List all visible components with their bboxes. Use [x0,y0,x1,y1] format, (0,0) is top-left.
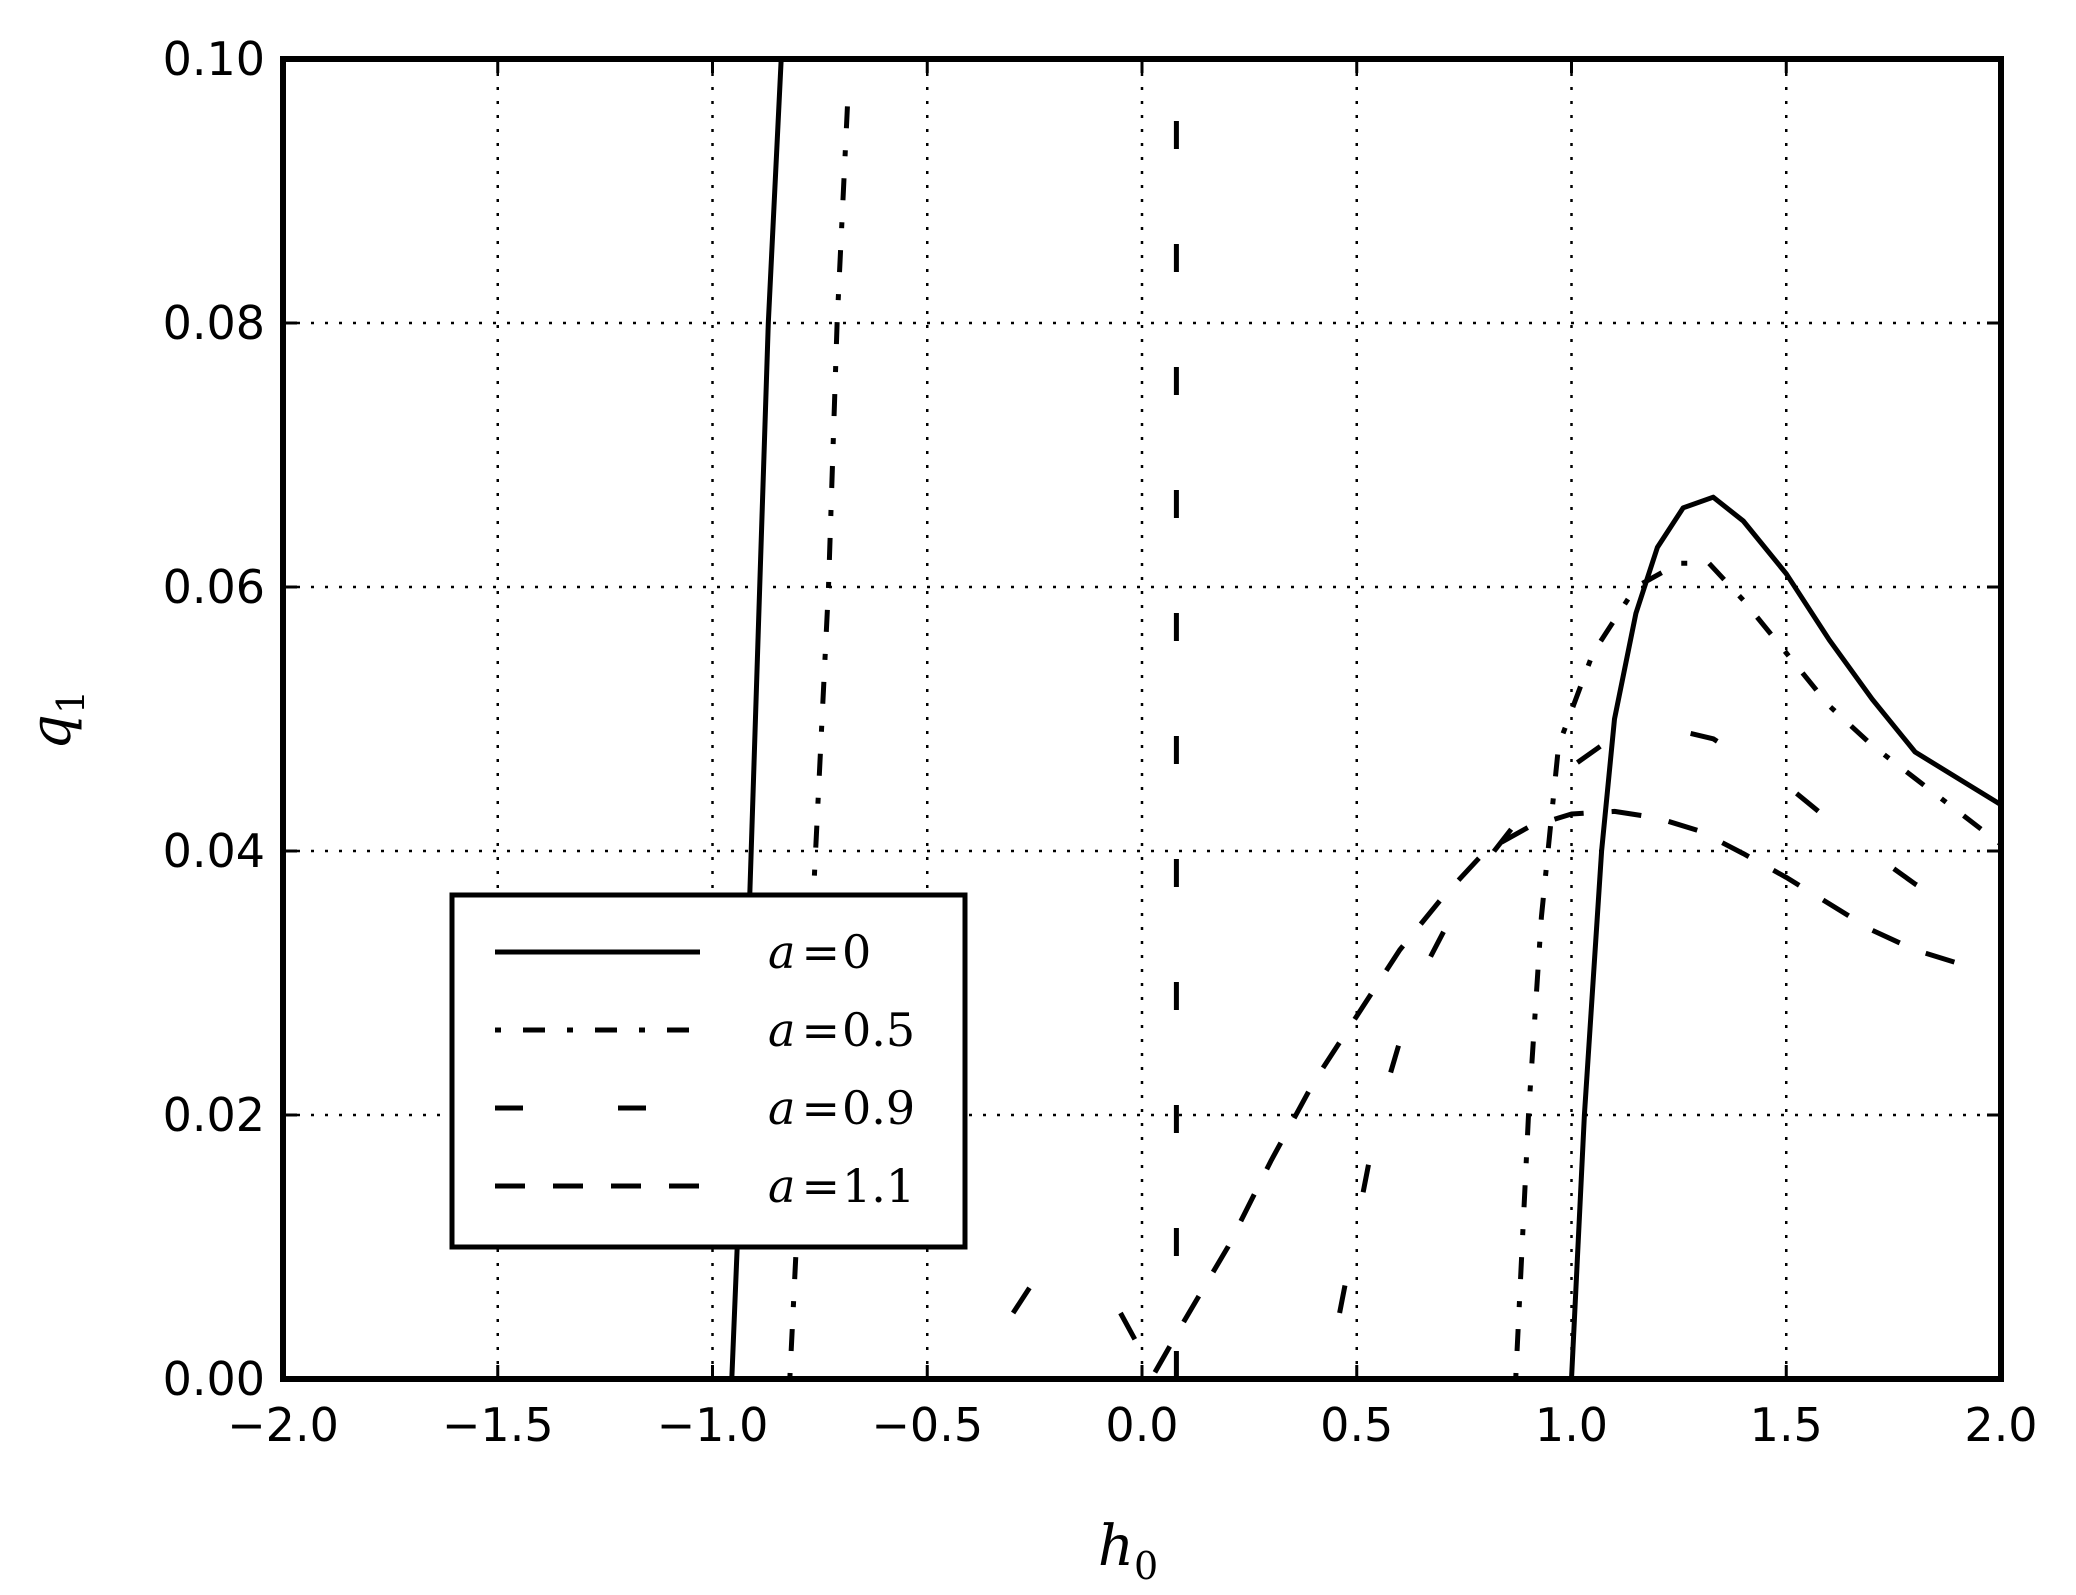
y-tick-label: 0.08 [163,296,265,350]
x-axis-label: h0 [1098,1514,1158,1588]
y-tick-label: 0.00 [163,1352,265,1406]
x-tick-label: 1.5 [1750,1398,1823,1452]
legend-equals: = [801,1159,840,1213]
series-line-4-segment-1 [1011,1278,1037,1315]
x-axis-label-main: h [1098,1514,1134,1579]
y-tick-labels: 0.00 0.02 0.04 0.06 0.08 0.10 [163,32,265,1406]
series-line-2-segment-2 [1513,560,2003,1380]
y-axis-label-main: q [19,714,84,750]
x-tick-labels: −2.0 −1.5 −1.0 −0.5 0.0 0.5 1.0 1.5 2.0 [227,1398,2037,1452]
legend-var: a [768,1159,795,1213]
series-line-4-segment-2 [1118,1311,1145,1354]
x-tick-label: 0.0 [1105,1398,1178,1452]
x-tick-label: −0.5 [871,1398,983,1452]
legend-var: a [768,1003,795,1057]
axis-ticks [281,57,2003,1381]
y-tick-label: 0.02 [163,1088,265,1142]
legend-equals: = [801,1081,840,1135]
y-tick-label: 0.10 [163,32,265,86]
legend-var: a [768,1081,795,1135]
legend-value: 0.9 [842,1081,915,1135]
x-tick-label: 0.5 [1320,1398,1393,1452]
series-line-1-segment-2 [1569,494,2003,1380]
legend-value: 0 [842,925,871,979]
y-tick-label: 0.06 [163,560,265,614]
y-tick-label: 0.04 [163,824,265,878]
legend-label-2: a =0.5 [768,1003,915,1057]
x-tick-label: 1.0 [1535,1398,1608,1452]
legend-label-4: a =1.1 [768,1159,915,1213]
legend-label-3: a =0.9 [768,1081,915,1135]
x-tick-label: −1.0 [657,1398,769,1452]
x-axis-label-sub: 0 [1134,1544,1158,1588]
legend-label-1: a =0 [768,925,871,979]
x-tick-label: 2.0 [1964,1398,2037,1452]
series-line-3-segment-2 [1337,723,1981,1314]
series-line-4-segment-3 [1152,808,1981,1374]
legend: a =0a =0.5a =0.9a =1.1 [449,892,968,1250]
legend-var: a [768,925,795,979]
x-tick-label: −1.5 [442,1398,554,1452]
legend-value: 1.1 [842,1159,915,1213]
legend-equals: = [801,1003,840,1057]
grid [283,59,2001,1379]
legend-equals: = [801,925,840,979]
legend-value: 0.5 [842,1003,915,1057]
y-axis-label: q1 [19,690,93,750]
y-axis-label-sub: 1 [49,690,93,714]
x-tick-label: −2.0 [227,1398,339,1452]
